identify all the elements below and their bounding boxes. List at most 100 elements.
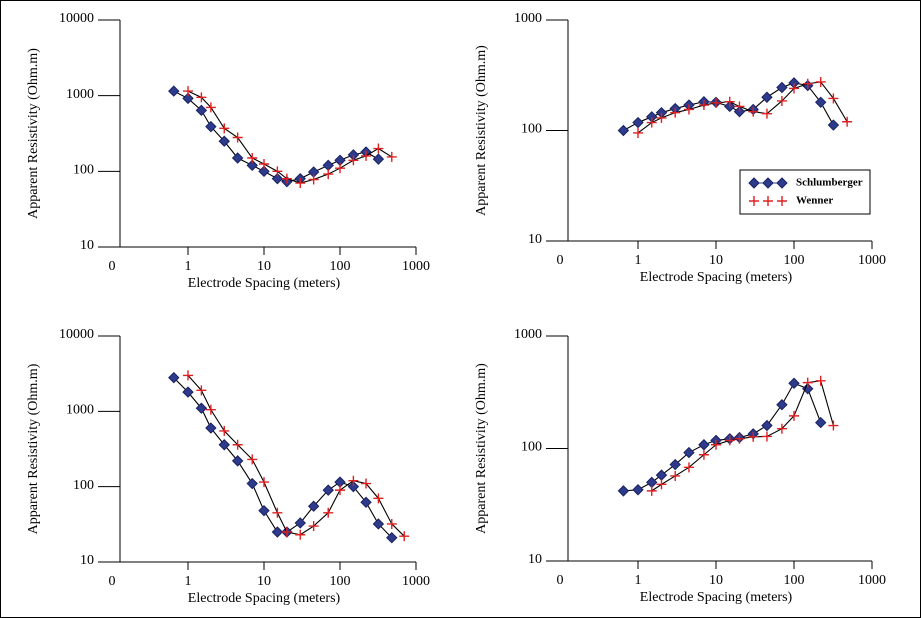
plus-marker — [335, 485, 345, 496]
plus-marker — [683, 462, 694, 473]
plus-marker — [183, 370, 193, 381]
plus-marker — [281, 173, 292, 184]
x-tick-label: 100 — [330, 259, 351, 274]
diamond-marker — [669, 458, 681, 471]
diamond-marker — [218, 135, 230, 147]
series-line — [187, 90, 393, 184]
plus-marker — [776, 423, 787, 434]
diamond-marker — [168, 371, 180, 384]
diamond-marker — [815, 96, 827, 108]
x-tick-label: 1 — [635, 573, 642, 588]
diamond-marker — [761, 419, 773, 432]
y-tick-label: 100 — [521, 440, 542, 455]
plus-marker — [802, 377, 813, 388]
plus-marker — [247, 454, 258, 465]
y-tick-label: 1000 — [514, 327, 542, 342]
diamond-marker — [827, 119, 840, 131]
plus-marker — [698, 449, 709, 460]
diamond-marker — [762, 177, 774, 189]
diamond-marker — [218, 439, 230, 451]
y-tick-label: 10000 — [59, 11, 94, 26]
series-line — [623, 382, 822, 492]
diamond-marker — [683, 446, 695, 459]
diamond-marker — [195, 402, 208, 414]
diamond-marker — [195, 104, 208, 117]
x-tick-label: 100 — [784, 253, 805, 268]
diamond-marker — [231, 455, 244, 467]
diamond-marker — [748, 177, 760, 189]
plus-marker — [335, 163, 345, 174]
plus-marker — [815, 375, 826, 386]
x-axis-label: Electrode Spacing (meters) — [640, 590, 793, 605]
plus-marker — [828, 93, 839, 104]
x-tick-label: 0 — [109, 574, 116, 589]
y-axis-label: Apparent Resistivity (Ohm.m) — [26, 48, 41, 219]
diamond-marker — [271, 526, 284, 538]
x-tick-label: 1 — [635, 253, 642, 268]
diamond-marker — [231, 152, 244, 164]
plus-marker — [281, 527, 292, 538]
diamond-marker — [258, 504, 270, 517]
plus-marker — [348, 155, 359, 166]
diamond-marker — [347, 480, 360, 493]
y-tick-label: 10 — [528, 552, 542, 567]
diamond-marker — [246, 159, 258, 172]
y-tick-label: 100 — [73, 478, 94, 493]
diamond-marker — [182, 386, 194, 398]
diamond-marker — [815, 416, 827, 429]
diamond-marker — [802, 383, 814, 395]
plus-marker — [361, 478, 372, 489]
x-tick-label: 1000 — [858, 253, 886, 268]
diamond-marker — [322, 484, 334, 496]
y-tick-label: 100 — [521, 122, 542, 137]
y-tick-label: 100 — [73, 163, 94, 178]
plus-marker — [272, 166, 283, 177]
plus-marker — [633, 127, 643, 138]
plus-marker — [308, 521, 319, 532]
plus-marker — [373, 143, 384, 154]
plus-marker — [646, 485, 657, 496]
plus-marker — [698, 100, 709, 111]
diamond-marker — [776, 81, 788, 94]
plus-marker — [656, 112, 667, 123]
plus-marker — [734, 433, 745, 444]
diamond-marker — [372, 518, 385, 530]
plus-marker — [219, 123, 230, 134]
y-tick-label: 1000 — [66, 403, 94, 418]
subplot: 10 100 1000 0 1 10 100 1000 Electrode Spacing (m… — [474, 11, 886, 285]
plus-marker — [670, 107, 681, 118]
subplot: 10 100 1000 10000 0 1 10 100 1000 Electrode Spaci… — [26, 327, 430, 606]
plus-marker — [232, 132, 243, 143]
y-axis-label: Apparent Resistivity (Ohm.m) — [474, 45, 489, 216]
diamond-marker — [776, 399, 788, 411]
diamond-marker — [788, 377, 800, 389]
x-tick-label: 1000 — [402, 574, 430, 589]
diamond-marker — [776, 177, 788, 189]
series-line — [187, 375, 405, 537]
diamond-marker — [246, 477, 258, 490]
x-tick-label: 1 — [185, 574, 192, 589]
series-line — [173, 90, 379, 183]
diamond-marker — [617, 485, 630, 497]
plus-marker — [295, 529, 306, 540]
diamond-marker — [655, 469, 668, 481]
y-tick-label: 10000 — [59, 327, 94, 342]
plus-marker — [802, 78, 813, 89]
plus-marker — [232, 439, 243, 450]
plus-marker — [399, 531, 410, 542]
plus-marker — [748, 431, 759, 442]
plus-marker — [711, 97, 721, 108]
x-tick-label: 100 — [330, 574, 351, 589]
plus-marker — [683, 104, 694, 115]
plus-marker — [777, 196, 787, 206]
y-axis-label: Apparent Resistivity (Ohm.m) — [26, 363, 41, 534]
x-tick-label: 0 — [557, 573, 564, 588]
plus-marker — [828, 420, 839, 431]
x-tick-label: 100 — [784, 573, 805, 588]
x-axis-label: Electrode Spacing (meters) — [640, 270, 793, 285]
plus-marker — [776, 95, 787, 106]
plus-marker — [789, 83, 799, 94]
x-tick-label: 10 — [709, 573, 723, 588]
